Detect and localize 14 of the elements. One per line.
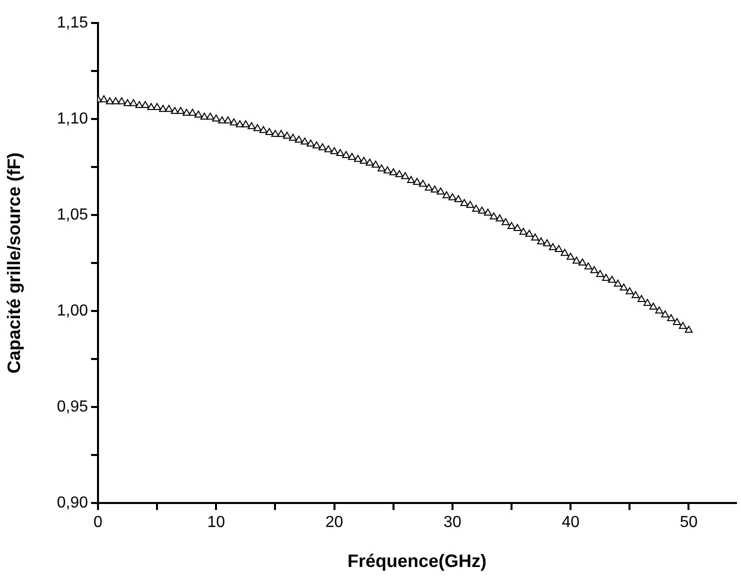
x-tick-label: 10 [207,514,226,532]
y-tick-label: 0,90 [56,494,88,512]
x-tick-label: 50 [680,514,698,532]
x-axis-title: Fréquence(GHz) [347,551,487,572]
x-tick-label: 30 [444,514,462,532]
x-tick-label: 40 [562,514,580,532]
y-tick-label: 0,95 [56,398,88,416]
y-tick-label: 1,00 [56,302,88,320]
y-tick-label: 1,10 [56,110,88,128]
y-tick-label: 1,15 [56,14,88,32]
x-tick-label: 20 [325,514,344,532]
y-tick-label: 1,05 [56,206,88,224]
y-axis-title: Capacité grille/source (fF) [4,152,24,374]
x-tick-label: 0 [94,514,103,532]
